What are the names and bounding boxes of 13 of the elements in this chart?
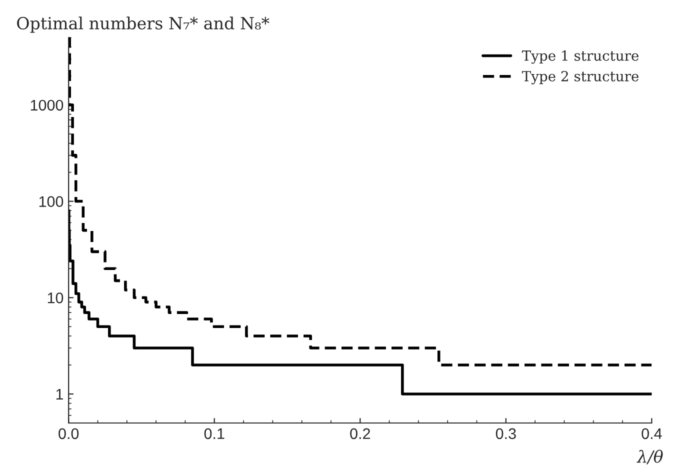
y-tick-label: 100 (39, 196, 64, 207)
chart-title: Optimal numbers N₇* and N₈* (17, 16, 270, 33)
x-tick-label: 0.4 (642, 428, 662, 440)
y-tick-label: 1000 (30, 100, 64, 111)
x-tick-label: 0.0 (58, 428, 79, 440)
y-tick-label: 10 (48, 292, 64, 304)
x-tick-label: 0.1 (204, 428, 224, 440)
x-axis-title: λ/θ (636, 450, 663, 464)
y-tick-label: 1 (56, 389, 63, 400)
legend-label: Type 1 structure (522, 50, 639, 64)
x-tick-label: 0.3 (496, 428, 516, 440)
legend-label: Type 2 structure (522, 70, 639, 84)
x-tick-label: 0.2 (350, 428, 370, 440)
